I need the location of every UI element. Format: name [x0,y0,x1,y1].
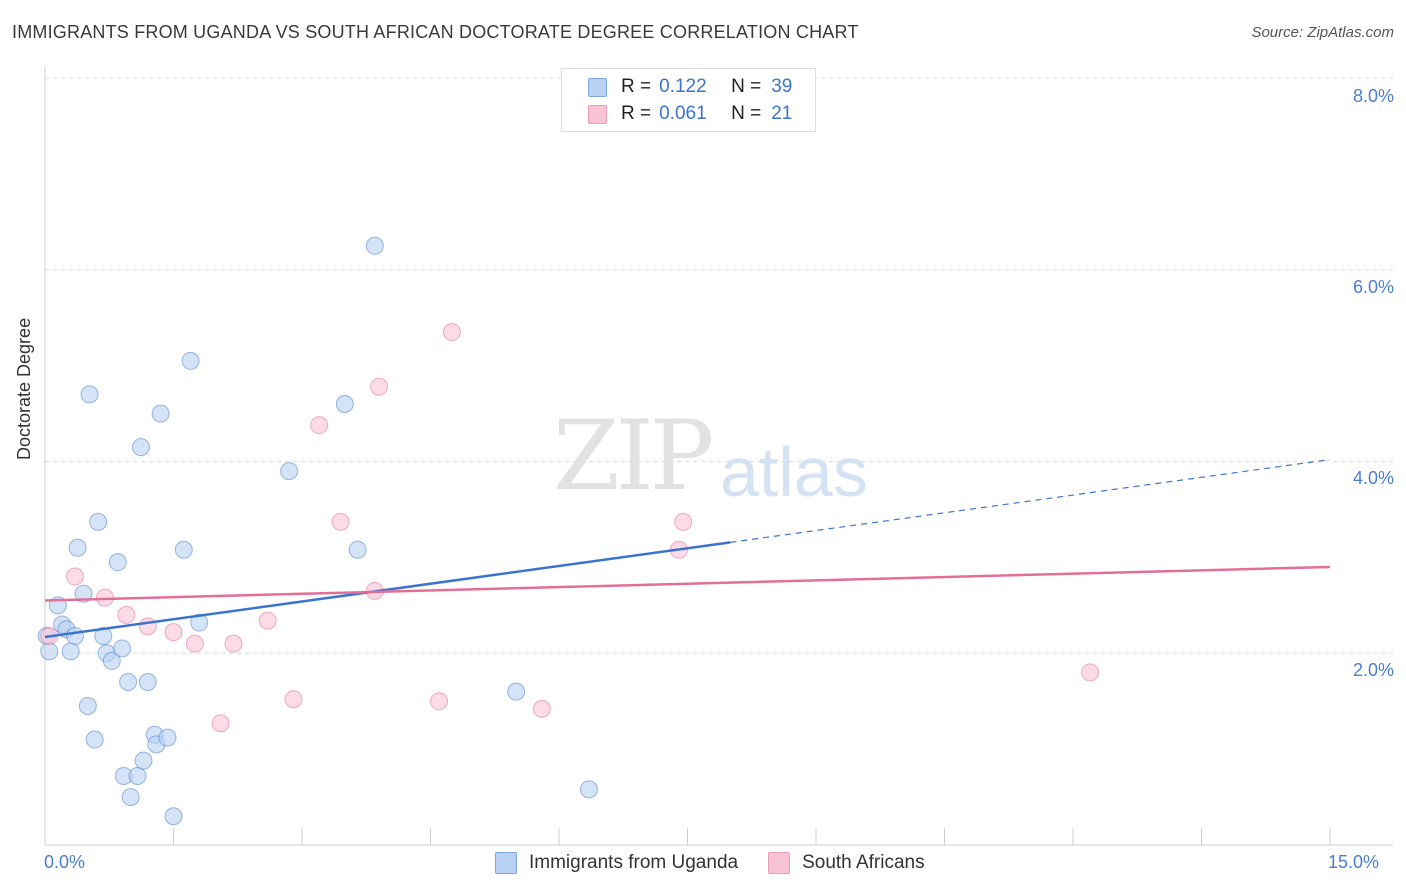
uganda-point [579,780,598,799]
y-tick-label: 2.0% [1352,660,1394,680]
uganda-point [65,626,84,645]
south-african-point [430,692,449,711]
legend-n-value: 39 [771,76,793,97]
watermark-atlas: atlas [720,433,868,511]
south-african-point [65,567,84,586]
correlation-legend: R = 0.122 N = 39 R = 0.061 N = 21 [561,68,816,132]
south-africans-trend-line [44,565,1331,602]
south-african-point [370,377,389,396]
legend-swatch-uganda [588,77,607,97]
uganda-point [40,642,59,661]
chart-title: IMMIGRANTS FROM UGANDA VS SOUTH AFRICAN … [12,22,859,42]
uganda-point [164,807,183,826]
uganda-point [365,236,384,255]
y-axis-label: Doctorate Degree [14,317,34,460]
legend-row-uganda: R = 0.122 N = 39 [588,74,792,100]
uganda-point [507,682,526,701]
legend-label-uganda: Immigrants from Uganda [529,852,739,873]
x-tick-label: 0.0% [44,852,86,872]
y-tick-label: 4.0% [1352,468,1394,488]
south-african-point [211,714,230,733]
legend-swatch-uganda [495,852,517,874]
south-african-point [331,512,350,531]
south-african-point [138,617,157,636]
uganda-trend-line-projection [730,458,1331,543]
uganda-point [131,438,150,457]
uganda-point [78,696,97,715]
legend-item-uganda: Immigrants from Uganda [495,852,738,874]
y-tick-label: 8.0% [1352,86,1394,106]
uganda-point [80,385,99,404]
uganda-point [134,751,153,770]
legend-r-value: 0.122 [659,76,707,97]
source-label: Source: ZipAtlas.com [1251,24,1394,41]
uganda-point [68,538,87,557]
y-tick-label: 6.0% [1352,277,1394,297]
south-african-point [164,623,183,642]
uganda-point [89,512,108,531]
south-african-point [224,634,243,653]
south-african-point [117,605,136,624]
uganda-point [158,728,177,747]
uganda-point [128,766,147,785]
x-tick-label: 15.0% [1328,852,1380,872]
legend-row-south-africans: R = 0.061 N = 21 [588,101,792,127]
uganda-point [348,540,367,559]
legend-n-label: N = [731,76,762,97]
uganda-point [85,730,104,749]
uganda-point [61,642,80,661]
uganda-point [102,651,121,670]
uganda-point [119,673,138,692]
uganda-point [108,553,127,572]
uganda-point [335,394,354,413]
uganda-point [181,351,200,370]
watermark-zip: ZIP [553,400,714,512]
uganda-point [113,639,132,658]
uganda-point [280,462,299,481]
south-african-point [258,611,277,630]
south-african-point [310,416,329,435]
uganda-point [151,404,170,423]
south-african-point [674,512,693,531]
legend-r-label: R = [621,103,652,124]
uganda-point [94,626,113,645]
legend-swatch-south-africans [588,104,607,124]
series-legend: Immigrants from Uganda South Africans [495,852,955,874]
legend-r-label: R = [621,76,652,97]
uganda-point [74,584,93,603]
south-african-point [532,699,551,718]
uganda-point [174,540,193,559]
legend-r-value: 0.061 [659,103,707,124]
south-african-point [284,690,303,709]
south-african-point [1081,663,1100,682]
uganda-point [121,788,140,807]
legend-n-value: 21 [771,103,793,124]
uganda-point [190,613,209,632]
legend-n-label: N = [731,103,762,124]
legend-item-south-africans: South Africans [768,852,925,874]
south-african-point [185,634,204,653]
uganda-point [138,673,157,692]
south-african-point [442,323,461,342]
legend-label-south-africans: South Africans [802,852,925,873]
uganda-trend-line [44,541,731,639]
legend-swatch-south-africans [768,852,791,874]
